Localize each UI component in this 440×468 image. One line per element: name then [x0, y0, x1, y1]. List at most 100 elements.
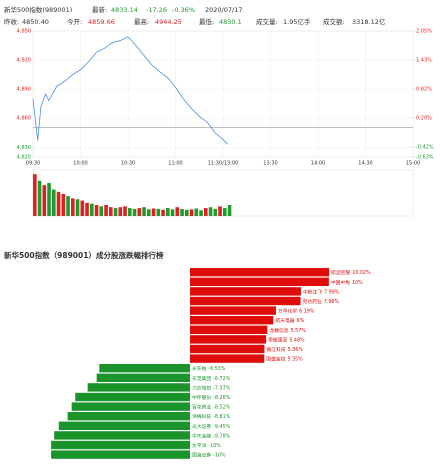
bar-label: 完达药业 7.96% — [303, 298, 340, 305]
volume-bar — [175, 207, 180, 216]
category: 国海证券 — [192, 451, 211, 458]
value-label: -8.26% — [213, 395, 230, 401]
category: 航天电器 — [275, 317, 294, 324]
bar-label: 长东柏 -6.53% — [192, 365, 226, 372]
bar-label: 龙蟠信息 5.57% — [269, 326, 306, 333]
category: 中天金融 — [192, 432, 211, 439]
bar — [190, 287, 301, 296]
category: 光大证券 — [192, 422, 211, 429]
bar-label: 航运控股 10.02% — [331, 269, 371, 276]
y-tick-label: 4,950 — [17, 29, 31, 35]
volume-bar — [208, 207, 213, 216]
bar-label: 国海证券 -10% — [192, 451, 226, 458]
category: 中航沈飞 — [303, 288, 322, 295]
bar-label: 光大证券 -9.45% — [192, 422, 231, 429]
y2-tick-label: -0.63% — [416, 155, 434, 161]
volume-bar — [170, 209, 175, 216]
bar-label: 百花药业 -8.52% — [192, 403, 231, 410]
volume-bar — [132, 208, 137, 216]
category: 中国中免 — [331, 278, 350, 285]
bar — [87, 383, 190, 392]
bar — [75, 392, 190, 402]
volume-bar — [56, 191, 61, 216]
value-label: 10% — [352, 279, 363, 285]
index-name: 新华500指数(989001) — [4, 5, 72, 14]
bar — [190, 296, 301, 306]
volume-bar — [223, 208, 227, 216]
rank-title: 新华500指数（989001）成分股涨跌幅排行榜 — [4, 250, 164, 260]
bar — [71, 402, 190, 411]
prev-close: 4850.40 — [22, 18, 49, 26]
value-label: -7.37% — [213, 385, 230, 391]
bar-label: 太平洋 -10% — [192, 442, 221, 449]
value-label: -6.53% — [208, 366, 225, 372]
bar-label: 荣耀康亚 5.48% — [268, 336, 305, 343]
label: 最低: — [199, 17, 214, 26]
volume-bar — [204, 208, 208, 216]
label: 昨收: — [4, 17, 19, 26]
volume-bar — [137, 208, 142, 216]
volume-bar — [42, 185, 47, 216]
volume-bar — [85, 202, 89, 216]
bar-label: 国盛金控 5.35% — [266, 355, 303, 362]
category: 天茂集团 — [192, 374, 211, 381]
volume-bar — [109, 207, 113, 216]
label: 今开: — [67, 17, 82, 26]
x-tick-label: 13:30 — [263, 161, 277, 167]
change-pct: -0.36% — [172, 6, 195, 14]
volume-bar — [213, 208, 218, 216]
volume-bar — [47, 183, 51, 216]
volume-bar — [61, 194, 66, 216]
bar-label: 力达规划 -7.37% — [192, 384, 231, 391]
volume-bar — [199, 210, 203, 216]
y-tick-label: 4,860 — [17, 116, 31, 122]
volume-bar — [218, 206, 222, 216]
volume-bar — [66, 196, 70, 216]
bar-label: 洪梅科技 -8.81% — [192, 413, 231, 420]
y-tick-label: 4,920 — [17, 58, 31, 64]
bar — [190, 268, 330, 277]
bar-label: 中环股份 -8.26% — [192, 394, 231, 401]
y2-tick-label: 1.43% — [416, 58, 432, 64]
amount: 3318.12亿 — [352, 17, 386, 26]
volume-bar — [37, 180, 42, 216]
volume-bar — [80, 200, 85, 216]
y2-tick-label: 0.82% — [416, 86, 432, 92]
bar-label: 万华化学 6.19% — [278, 307, 315, 314]
x-tick-label: 10:00 — [73, 161, 87, 167]
value-label: -6.72% — [213, 375, 230, 381]
bar-label: 中航沈飞 7.99% — [303, 288, 340, 295]
volume-bar — [128, 208, 132, 216]
value-label: -9.45% — [213, 423, 230, 429]
volume-bar — [52, 189, 56, 216]
category: 荣耀康亚 — [268, 336, 287, 343]
bar-label: 航天电器 6% — [275, 317, 304, 324]
value-label: 5.35% — [288, 356, 304, 362]
bar-label: 振江科技 5.36% — [266, 346, 303, 353]
value-label: -10% — [208, 443, 221, 449]
value-label: -10% — [213, 452, 226, 458]
volume-bar — [161, 209, 165, 216]
open: 4859.66 — [88, 18, 115, 26]
value-label: 5.36% — [288, 347, 304, 353]
y2-tick-label: 0.20% — [416, 115, 432, 121]
volume-bar — [123, 206, 127, 216]
value-label: -8.52% — [213, 404, 230, 410]
value-label: -8.81% — [213, 414, 230, 420]
volume-bar — [118, 207, 123, 216]
label: 成交额: — [323, 17, 345, 26]
y-tick-label: 4,820 — [17, 155, 31, 161]
volume-bar — [156, 208, 161, 216]
bar — [190, 306, 276, 315]
latest: 4833.14 — [111, 6, 138, 14]
x-tick-label: 14:00 — [311, 161, 325, 167]
bar — [190, 335, 267, 344]
bar — [190, 316, 274, 325]
y2-tick-label: -0.42% — [416, 145, 434, 151]
volume-bar — [151, 208, 156, 216]
volume-bar — [71, 198, 75, 216]
label: 成交量: — [256, 17, 278, 26]
bar — [54, 431, 190, 440]
bar-label: 天茂集团 -6.72% — [192, 374, 231, 381]
volume-bar — [33, 174, 37, 216]
